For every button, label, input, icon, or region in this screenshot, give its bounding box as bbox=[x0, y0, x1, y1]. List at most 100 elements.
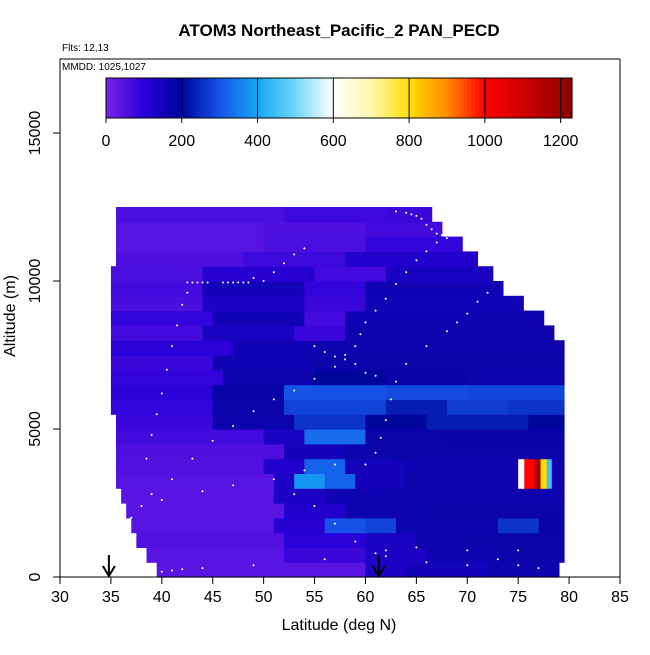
colorbar-swatch bbox=[172, 78, 177, 118]
track-point bbox=[303, 469, 306, 472]
heatmap-cell bbox=[263, 458, 305, 474]
heatmap-cell bbox=[467, 532, 565, 548]
colorbar-swatch bbox=[439, 78, 445, 118]
track-point bbox=[384, 549, 387, 552]
colorbar-swatch bbox=[544, 78, 550, 118]
heatmap-cell bbox=[385, 369, 468, 386]
colorbar-swatch bbox=[226, 78, 231, 118]
heatmap-cell bbox=[345, 503, 428, 519]
track-point bbox=[201, 490, 204, 493]
colorbar-swatch bbox=[385, 78, 391, 118]
heatmap-cell bbox=[345, 325, 468, 341]
heatmap-cell bbox=[396, 340, 565, 356]
heatmap-cell bbox=[534, 458, 542, 474]
heatmap-cell bbox=[294, 325, 346, 341]
colorbar-swatch bbox=[533, 78, 538, 118]
track-point bbox=[415, 259, 418, 262]
colorbar-swatch bbox=[424, 78, 429, 118]
track-point bbox=[507, 288, 509, 291]
heatmap-cell bbox=[497, 547, 565, 563]
track-point bbox=[364, 463, 367, 466]
heatmap-cell bbox=[284, 443, 346, 460]
heatmap-cell bbox=[406, 458, 519, 474]
track-point bbox=[150, 570, 153, 573]
heatmap-cell bbox=[126, 503, 285, 519]
track-point bbox=[130, 552, 133, 555]
track-point bbox=[466, 564, 469, 567]
colorbar-swatch bbox=[467, 78, 472, 118]
track-point bbox=[359, 333, 362, 336]
heatmap-cell bbox=[304, 458, 346, 474]
track-point bbox=[425, 561, 428, 564]
heatmap-cell bbox=[314, 266, 387, 282]
colorbar-swatch bbox=[408, 78, 414, 118]
heatmap-cell bbox=[365, 295, 524, 312]
track-point bbox=[344, 358, 347, 361]
heatmap-cell bbox=[540, 458, 548, 474]
track-point bbox=[384, 419, 387, 422]
track-point bbox=[237, 281, 240, 284]
colorbar-swatch bbox=[455, 78, 460, 118]
heatmap-cell bbox=[110, 340, 234, 356]
track-point bbox=[140, 558, 143, 561]
colorbar-swatch bbox=[358, 78, 363, 118]
x-tick-label: 50 bbox=[255, 589, 273, 606]
heatmap-cell bbox=[202, 266, 316, 282]
track-point bbox=[395, 283, 397, 285]
track-point bbox=[160, 499, 163, 501]
colorbar-swatch bbox=[471, 78, 476, 118]
heatmap-cell bbox=[508, 399, 565, 415]
heatmap-cell bbox=[314, 355, 417, 371]
track-point bbox=[165, 368, 168, 371]
track-point bbox=[420, 217, 423, 220]
track-point bbox=[313, 505, 316, 507]
heatmap-cell bbox=[116, 458, 265, 474]
heatmap-cell bbox=[110, 281, 204, 297]
heatmap-cell bbox=[365, 414, 428, 430]
colorbar-swatch bbox=[323, 78, 328, 118]
colorbar-swatch bbox=[478, 78, 484, 118]
heatmap-cell bbox=[396, 488, 565, 504]
colorbar-swatch bbox=[498, 78, 503, 118]
x-tick-label: 70 bbox=[458, 589, 476, 606]
heatmap-cells bbox=[110, 207, 565, 578]
colorbar-swatch bbox=[362, 78, 367, 118]
track-point bbox=[354, 345, 357, 348]
track-point bbox=[232, 484, 235, 487]
heatmap-cell bbox=[467, 369, 565, 386]
track-point bbox=[395, 210, 397, 213]
y-tick-label: 0 bbox=[27, 572, 44, 581]
colorbar-swatch bbox=[319, 78, 325, 118]
colorbar-swatch bbox=[133, 78, 138, 118]
heatmap-cell bbox=[446, 399, 509, 415]
colorbar-swatch bbox=[346, 78, 352, 118]
colorbar-tick-label: 200 bbox=[168, 133, 195, 150]
colorbar-swatch bbox=[521, 78, 526, 118]
track-point bbox=[272, 478, 275, 481]
heatmap-cell bbox=[284, 503, 346, 519]
colorbar-swatch bbox=[203, 78, 208, 118]
colorbar-swatch bbox=[486, 78, 492, 118]
colorbar-swatch bbox=[420, 78, 426, 118]
heatmap-cell bbox=[304, 295, 367, 312]
track-point bbox=[130, 516, 133, 519]
track-point bbox=[181, 303, 184, 306]
track-point bbox=[293, 253, 296, 256]
flight-track-points bbox=[120, 210, 560, 573]
heatmap-cell bbox=[304, 429, 367, 445]
colorbar-swatch bbox=[230, 78, 235, 118]
colorbar-tick-label: 1200 bbox=[543, 133, 579, 150]
heatmap-cell bbox=[243, 251, 346, 267]
heatmap-cell bbox=[263, 429, 305, 445]
colorbar-swatch bbox=[490, 78, 495, 118]
colorbar-swatch bbox=[148, 78, 154, 118]
x-tick-label: 80 bbox=[560, 589, 578, 606]
heatmap-cell bbox=[345, 458, 407, 474]
colorbar-swatch bbox=[393, 78, 398, 118]
heatmap-cell bbox=[528, 414, 565, 430]
heatmap-cell bbox=[294, 414, 367, 430]
arrow-marker-head bbox=[102, 565, 116, 578]
colorbar-swatch bbox=[517, 78, 523, 118]
heatmap-cell bbox=[355, 473, 407, 489]
